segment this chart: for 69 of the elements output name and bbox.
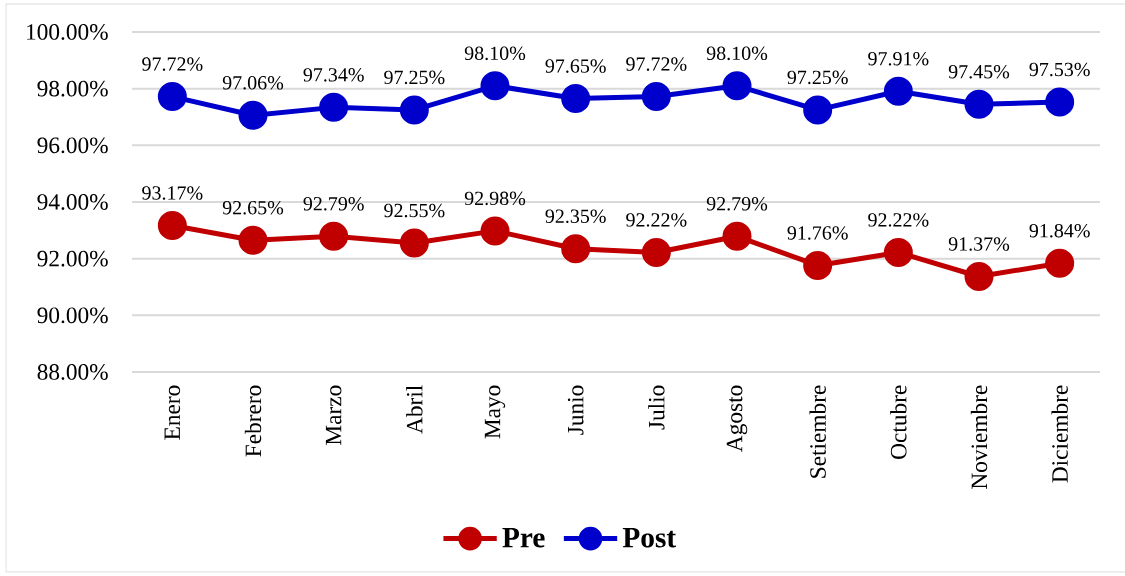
data-label: 97.65%: [545, 59, 606, 73]
y-tick-label: 90.00%: [37, 307, 108, 324]
data-label: 92.79%: [706, 196, 768, 211]
point: [1045, 248, 1075, 278]
point: [238, 225, 268, 255]
x-tick-label: Marzo: [325, 385, 342, 445]
data-label: 92.98%: [464, 191, 526, 206]
data-label: 98.10%: [706, 46, 768, 61]
data-label: 91.84%: [1029, 223, 1090, 238]
x-tick-label: Mayo: [484, 385, 506, 439]
data-label: 93.17%: [142, 186, 203, 200]
legend-label: Pre: [502, 527, 545, 548]
data-label: 97.34%: [303, 68, 364, 82]
point: [722, 221, 752, 251]
data-label: 92.65%: [222, 200, 284, 215]
x-tick-label: Noviembre: [970, 385, 988, 490]
data-label: 92.22%: [868, 213, 929, 227]
x-tick-label: Enero: [164, 385, 181, 440]
x-tick-label: Setiembre: [809, 385, 826, 478]
point: [722, 71, 752, 101]
data-label: 91.37%: [948, 237, 1010, 251]
data-label: 97.72%: [626, 57, 687, 71]
y-tick-label: 98.00%: [37, 80, 108, 97]
point: [480, 216, 510, 246]
data-label: 97.06%: [222, 76, 284, 90]
point: [399, 228, 429, 258]
point: [964, 262, 994, 292]
legend-label: Post: [622, 527, 676, 548]
point: [480, 71, 510, 101]
x-tick-label: Junio: [567, 385, 584, 435]
data-label: 97.25%: [384, 70, 445, 85]
point: [157, 82, 187, 112]
y-tick-label: 88.00%: [37, 364, 108, 380]
point: [1045, 87, 1075, 117]
x-tick-label: Abril: [406, 385, 423, 434]
point: [561, 234, 591, 264]
point: [964, 89, 994, 119]
data-label: 97.53%: [1029, 62, 1090, 77]
data-label: 97.72%: [142, 57, 203, 71]
point: [238, 100, 268, 130]
point: [561, 84, 591, 114]
point: [803, 250, 833, 280]
x-tick-label: Octubre: [890, 385, 907, 459]
y-tick-label: 100.00%: [27, 24, 108, 40]
y-tick-label: 96.00%: [37, 137, 108, 154]
x-tick-label: Agosto: [726, 385, 748, 452]
point: [399, 95, 429, 125]
point: [641, 82, 671, 112]
y-tick-label: 94.00%: [37, 194, 108, 210]
point: [319, 221, 349, 251]
x-tick-label: Julio: [648, 385, 665, 430]
data-label: 92.55%: [384, 203, 445, 218]
point: [319, 92, 349, 122]
data-label: 97.25%: [787, 70, 848, 85]
data-label: 97.91%: [868, 51, 929, 66]
point: [883, 76, 913, 106]
data-label: 92.22%: [626, 213, 687, 227]
data-label: 98.10%: [464, 46, 526, 61]
data-label: 91.76%: [787, 226, 848, 240]
point: [803, 95, 833, 125]
data-label: 92.79%: [303, 196, 364, 211]
x-tick-label: Diciembre: [1051, 385, 1068, 483]
data-label: 92.35%: [545, 209, 606, 224]
y-tick-label: 92.00%: [37, 250, 108, 267]
point: [641, 237, 671, 267]
point: [157, 211, 187, 241]
point: [883, 237, 913, 267]
data-label: 97.45%: [948, 64, 1010, 79]
x-tick-label: Febrero: [244, 385, 262, 457]
